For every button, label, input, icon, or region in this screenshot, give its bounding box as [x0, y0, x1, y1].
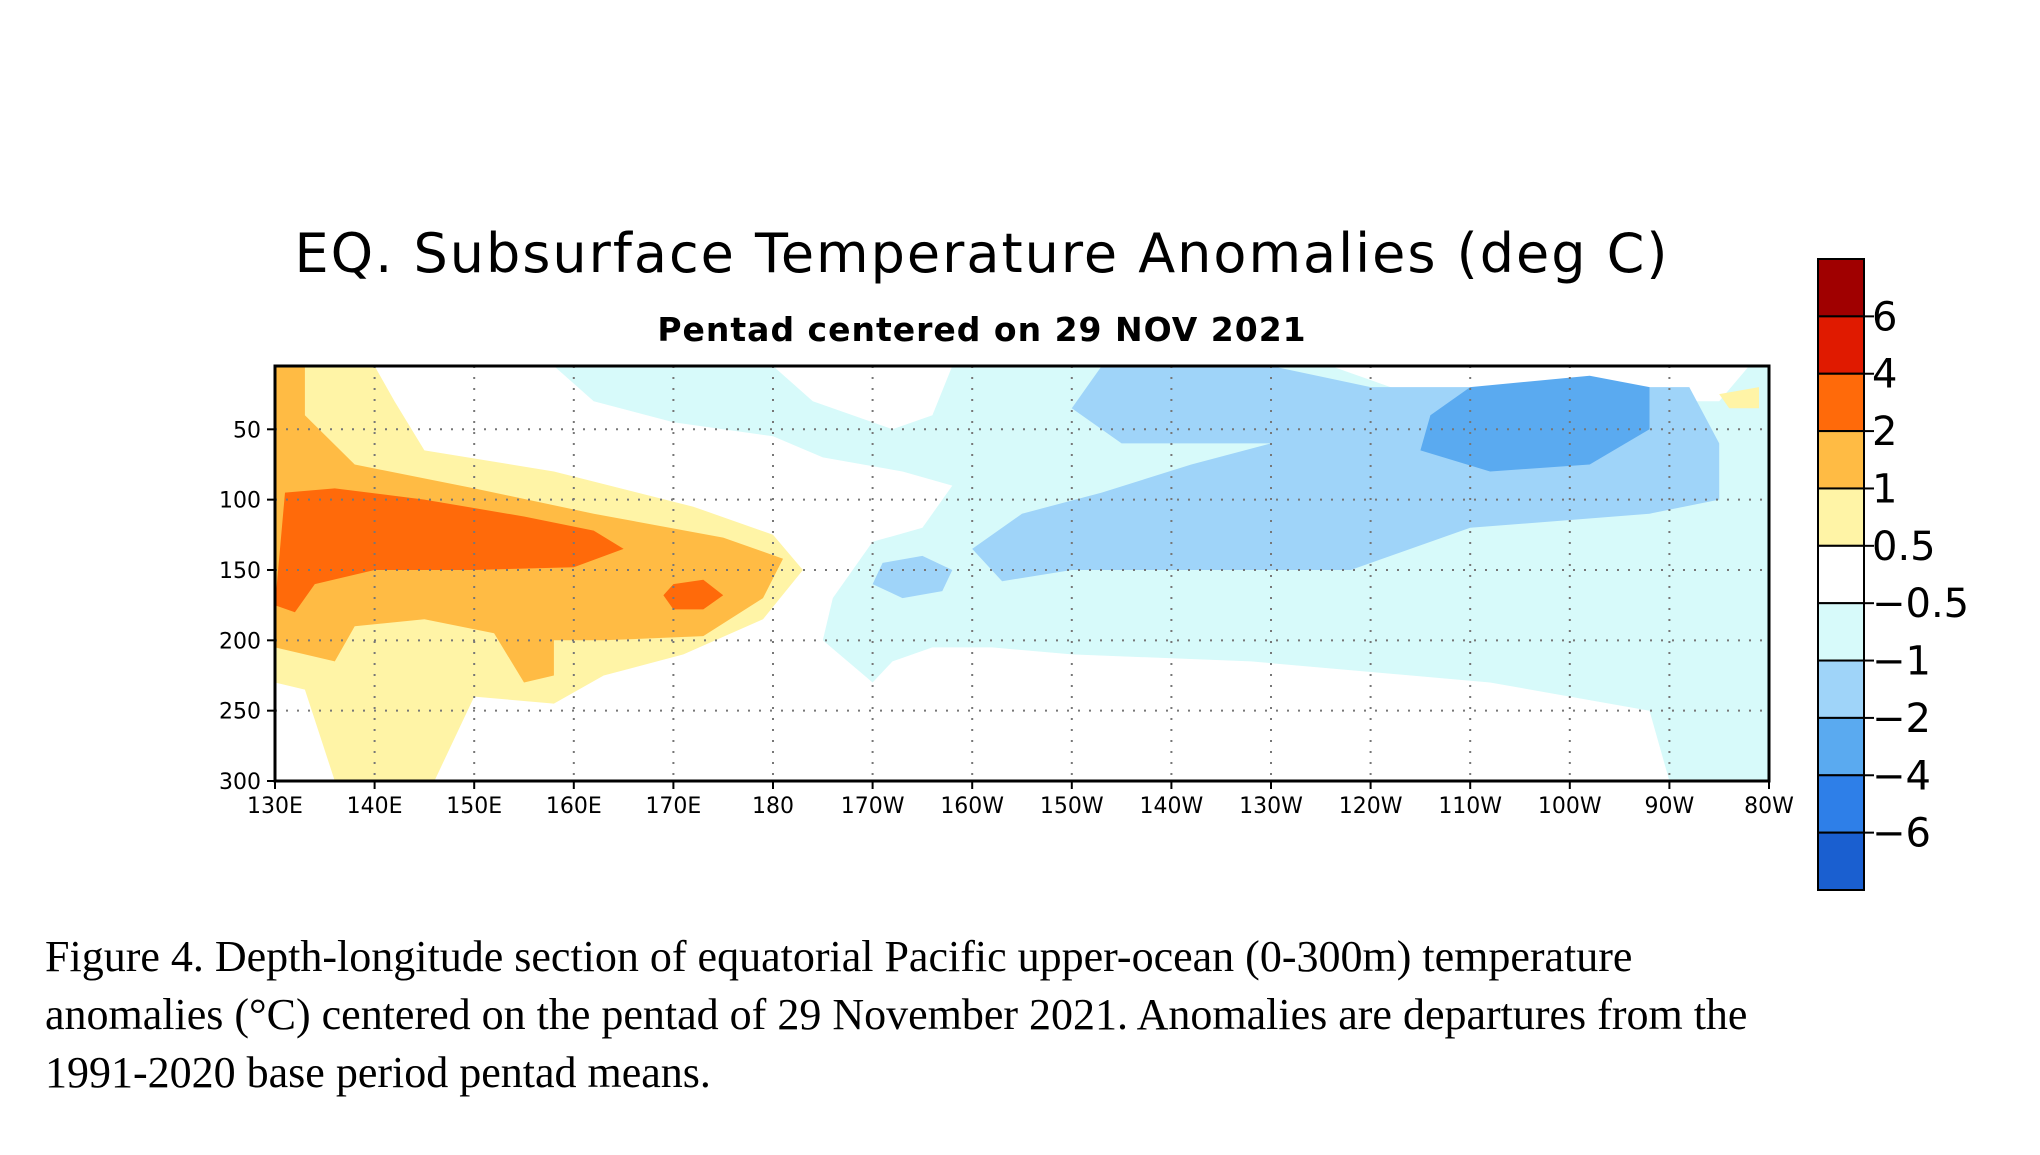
- y-tick-label: 300: [219, 770, 261, 795]
- anomaly-contour-3: [275, 488, 624, 613]
- y-tick-label: 150: [219, 559, 261, 584]
- plot-frame: [273, 364, 1771, 783]
- x-tick-label: 140W: [1140, 794, 1204, 819]
- colorbar-swatch: [1817, 831, 1865, 891]
- colorbar-label: −6: [1872, 811, 1931, 857]
- x-tick-label: 80W: [1744, 794, 1794, 819]
- colorbar-label: 2: [1872, 409, 1897, 455]
- x-tick-label: 90W: [1645, 794, 1695, 819]
- colorbar-swatch: [1817, 659, 1865, 719]
- colorbar-label: −2: [1872, 696, 1931, 742]
- grid-lines: [275, 366, 1769, 781]
- x-tick-label: 150W: [1040, 794, 1104, 819]
- colorbar-swatch: [1817, 372, 1865, 433]
- y-tick-label: 200: [219, 629, 261, 654]
- x-tick-label: 120W: [1339, 794, 1403, 819]
- colorbar-swatch: [1817, 315, 1865, 375]
- colorbar-swatch: [1817, 716, 1865, 777]
- anomaly-contour-4: [663, 579, 724, 610]
- colorbar-swatch: [1817, 544, 1865, 605]
- x-tick-label: 140E: [347, 794, 403, 819]
- colorbar-label: −0.5: [1872, 581, 1969, 627]
- caption-line-1: Figure 4. Depth-longitude section of equ…: [45, 932, 1633, 981]
- colorbar-swatch: [1817, 258, 1865, 318]
- colorbar-swatch: [1817, 774, 1865, 834]
- y-tick-label: 50: [233, 418, 261, 443]
- x-tick-label: 170W: [841, 794, 905, 819]
- colorbar-swatch: [1817, 430, 1865, 490]
- colorbar-swatch: [1817, 602, 1865, 662]
- caption-line-2: anomalies (°C) centered on the pentad of…: [45, 990, 1748, 1039]
- y-tick-label: 100: [219, 489, 261, 514]
- x-tick-label: 170E: [645, 794, 701, 819]
- anomaly-contour-7: [872, 555, 953, 599]
- x-tick-label: 160E: [546, 794, 602, 819]
- anomaly-contour-9: [1719, 387, 1759, 409]
- x-tick-label: 130W: [1239, 794, 1303, 819]
- colorbar-label: 0.5: [1872, 524, 1936, 570]
- x-tick-label: 160W: [940, 794, 1004, 819]
- x-axis: 130E 140E 150E 160E 170E 180 170W 160W 150W 140W 1…: [247, 781, 1794, 819]
- anomaly-contour-8: [1420, 375, 1650, 472]
- x-tick-label: 150E: [446, 794, 502, 819]
- x-tick-label: 130E: [247, 794, 303, 819]
- colorbar-label: 4: [1872, 352, 1897, 398]
- y-tick-label: 250: [219, 700, 261, 725]
- heatmap-chart: 130E 140E 150E 160E 170E 180 170W 160W 150W 140W 1…: [219, 258, 1969, 891]
- x-tick-label: 110W: [1438, 794, 1502, 819]
- colorbar-label: 1: [1872, 466, 1897, 512]
- chart-subtitle: Pentad centered on 29 NOV 2021: [657, 310, 1307, 349]
- colorbar-label: −1: [1872, 639, 1931, 685]
- caption-line-3: 1991-2020 base period pentad means.: [45, 1048, 711, 1097]
- colorbar-swatch: [1817, 487, 1865, 547]
- chart-title: EQ. Subsurface Temperature Anomalies (de…: [294, 222, 1670, 285]
- colorbar-legend: 6 4 2 1 0.5 −0.5 −1 −2 −4 −6: [1817, 258, 1969, 891]
- x-tick-label: 180: [752, 794, 794, 819]
- figure-caption: Figure 4. Depth-longitude section of equ…: [45, 928, 2005, 1102]
- x-tick-label: 100W: [1538, 794, 1602, 819]
- colorbar-label: −4: [1872, 753, 1931, 799]
- colorbar-label: 6: [1872, 294, 1897, 340]
- anomaly-field: [275, 366, 1769, 781]
- y-axis: 50 100 150 200 250 300: [219, 418, 275, 795]
